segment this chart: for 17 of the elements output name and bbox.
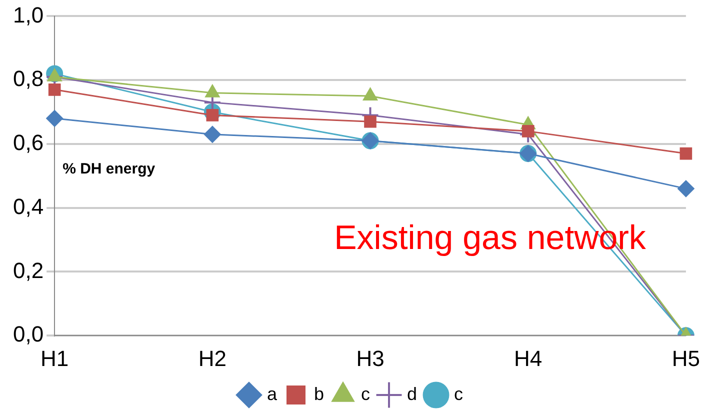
y-tick-label: 0,2	[12, 258, 44, 283]
x-tick-label: H4	[514, 346, 542, 371]
legend-label: c	[454, 384, 464, 404]
legend-label: a	[266, 384, 278, 404]
y-tick-label: 1,0	[12, 2, 44, 28]
y-axis-title: % DH energy	[62, 160, 156, 178]
legend-label: b	[314, 384, 324, 404]
y-tick-label: 0,4	[12, 194, 44, 219]
legend-label: d	[407, 384, 418, 404]
legend-label: c	[361, 384, 370, 404]
y-tick-label: 0,8	[12, 66, 44, 92]
x-tick-label: H1	[40, 346, 69, 371]
x-tick-label: H5	[672, 346, 700, 371]
x-tick-label: H2	[198, 346, 226, 371]
y-tick-label: 0,6	[12, 130, 44, 156]
y-tick-label: 0,0	[12, 322, 44, 347]
x-tick-label: H3	[356, 346, 384, 371]
